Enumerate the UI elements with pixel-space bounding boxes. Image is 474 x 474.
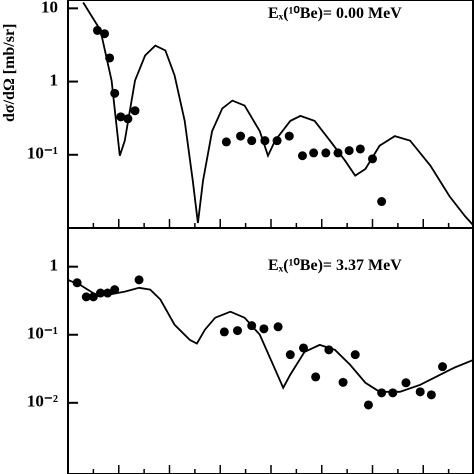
data-point bbox=[116, 112, 126, 122]
y-tick-label: 10⁻² bbox=[27, 392, 58, 411]
data-point bbox=[324, 345, 334, 355]
data-point bbox=[298, 343, 308, 353]
data-point bbox=[272, 136, 282, 146]
y-tick-label: 10 bbox=[41, 0, 58, 16]
data-point bbox=[344, 146, 354, 156]
data-point bbox=[377, 197, 387, 207]
data-point bbox=[81, 292, 91, 302]
data-point bbox=[338, 377, 348, 387]
data-point bbox=[134, 275, 144, 285]
data-point bbox=[233, 326, 243, 336]
data-point bbox=[377, 388, 387, 398]
data-point bbox=[309, 148, 319, 158]
data-point bbox=[438, 362, 448, 372]
data-point bbox=[401, 378, 411, 388]
data-point bbox=[273, 322, 283, 332]
data-point bbox=[221, 137, 231, 147]
data-point bbox=[105, 53, 115, 63]
data-point bbox=[355, 144, 365, 154]
data-point bbox=[103, 288, 113, 298]
data-point bbox=[260, 136, 270, 146]
fit-curve-group bbox=[82, 2, 474, 227]
y-tick-label: 1 bbox=[50, 256, 59, 275]
data-point bbox=[130, 106, 140, 116]
plot-frame bbox=[67, 227, 474, 474]
data-point bbox=[388, 388, 398, 398]
data-point bbox=[110, 88, 120, 98]
data-point bbox=[72, 278, 82, 288]
data-point bbox=[297, 151, 307, 161]
data-point bbox=[333, 148, 343, 158]
data-point bbox=[311, 372, 321, 382]
data-point bbox=[368, 154, 377, 164]
y-tick-label: 10⁻¹ bbox=[27, 324, 58, 343]
fit-curve-group bbox=[68, 279, 474, 393]
fit-curve bbox=[68, 279, 474, 393]
data-point bbox=[110, 285, 120, 295]
fit-curve bbox=[82, 2, 474, 227]
data-point bbox=[259, 324, 269, 334]
data-point bbox=[95, 288, 105, 298]
data-point bbox=[321, 148, 331, 158]
annotation: Eₓ(¹⁰Be)= 3.37 MeV bbox=[268, 257, 402, 274]
y-tick-label: 1 bbox=[50, 70, 59, 89]
data-point bbox=[88, 292, 98, 302]
data-point bbox=[219, 327, 229, 337]
data-point bbox=[284, 131, 294, 141]
data-point bbox=[426, 390, 436, 400]
data-point bbox=[363, 400, 373, 410]
data-point bbox=[92, 25, 102, 35]
data-point bbox=[415, 387, 425, 397]
annotation: Eₓ(¹⁰Be)= 0.00 MeV bbox=[268, 5, 402, 22]
data-point bbox=[236, 131, 246, 141]
data-point bbox=[247, 136, 257, 146]
data-point bbox=[123, 114, 133, 124]
data-point bbox=[285, 350, 295, 360]
y-tick-label: 10⁻¹ bbox=[27, 144, 58, 163]
data-point bbox=[100, 29, 110, 39]
y-axis-label: dσ/dΩ [mb/sr] bbox=[1, 24, 18, 122]
data-point bbox=[350, 350, 360, 360]
data-point bbox=[247, 321, 257, 331]
